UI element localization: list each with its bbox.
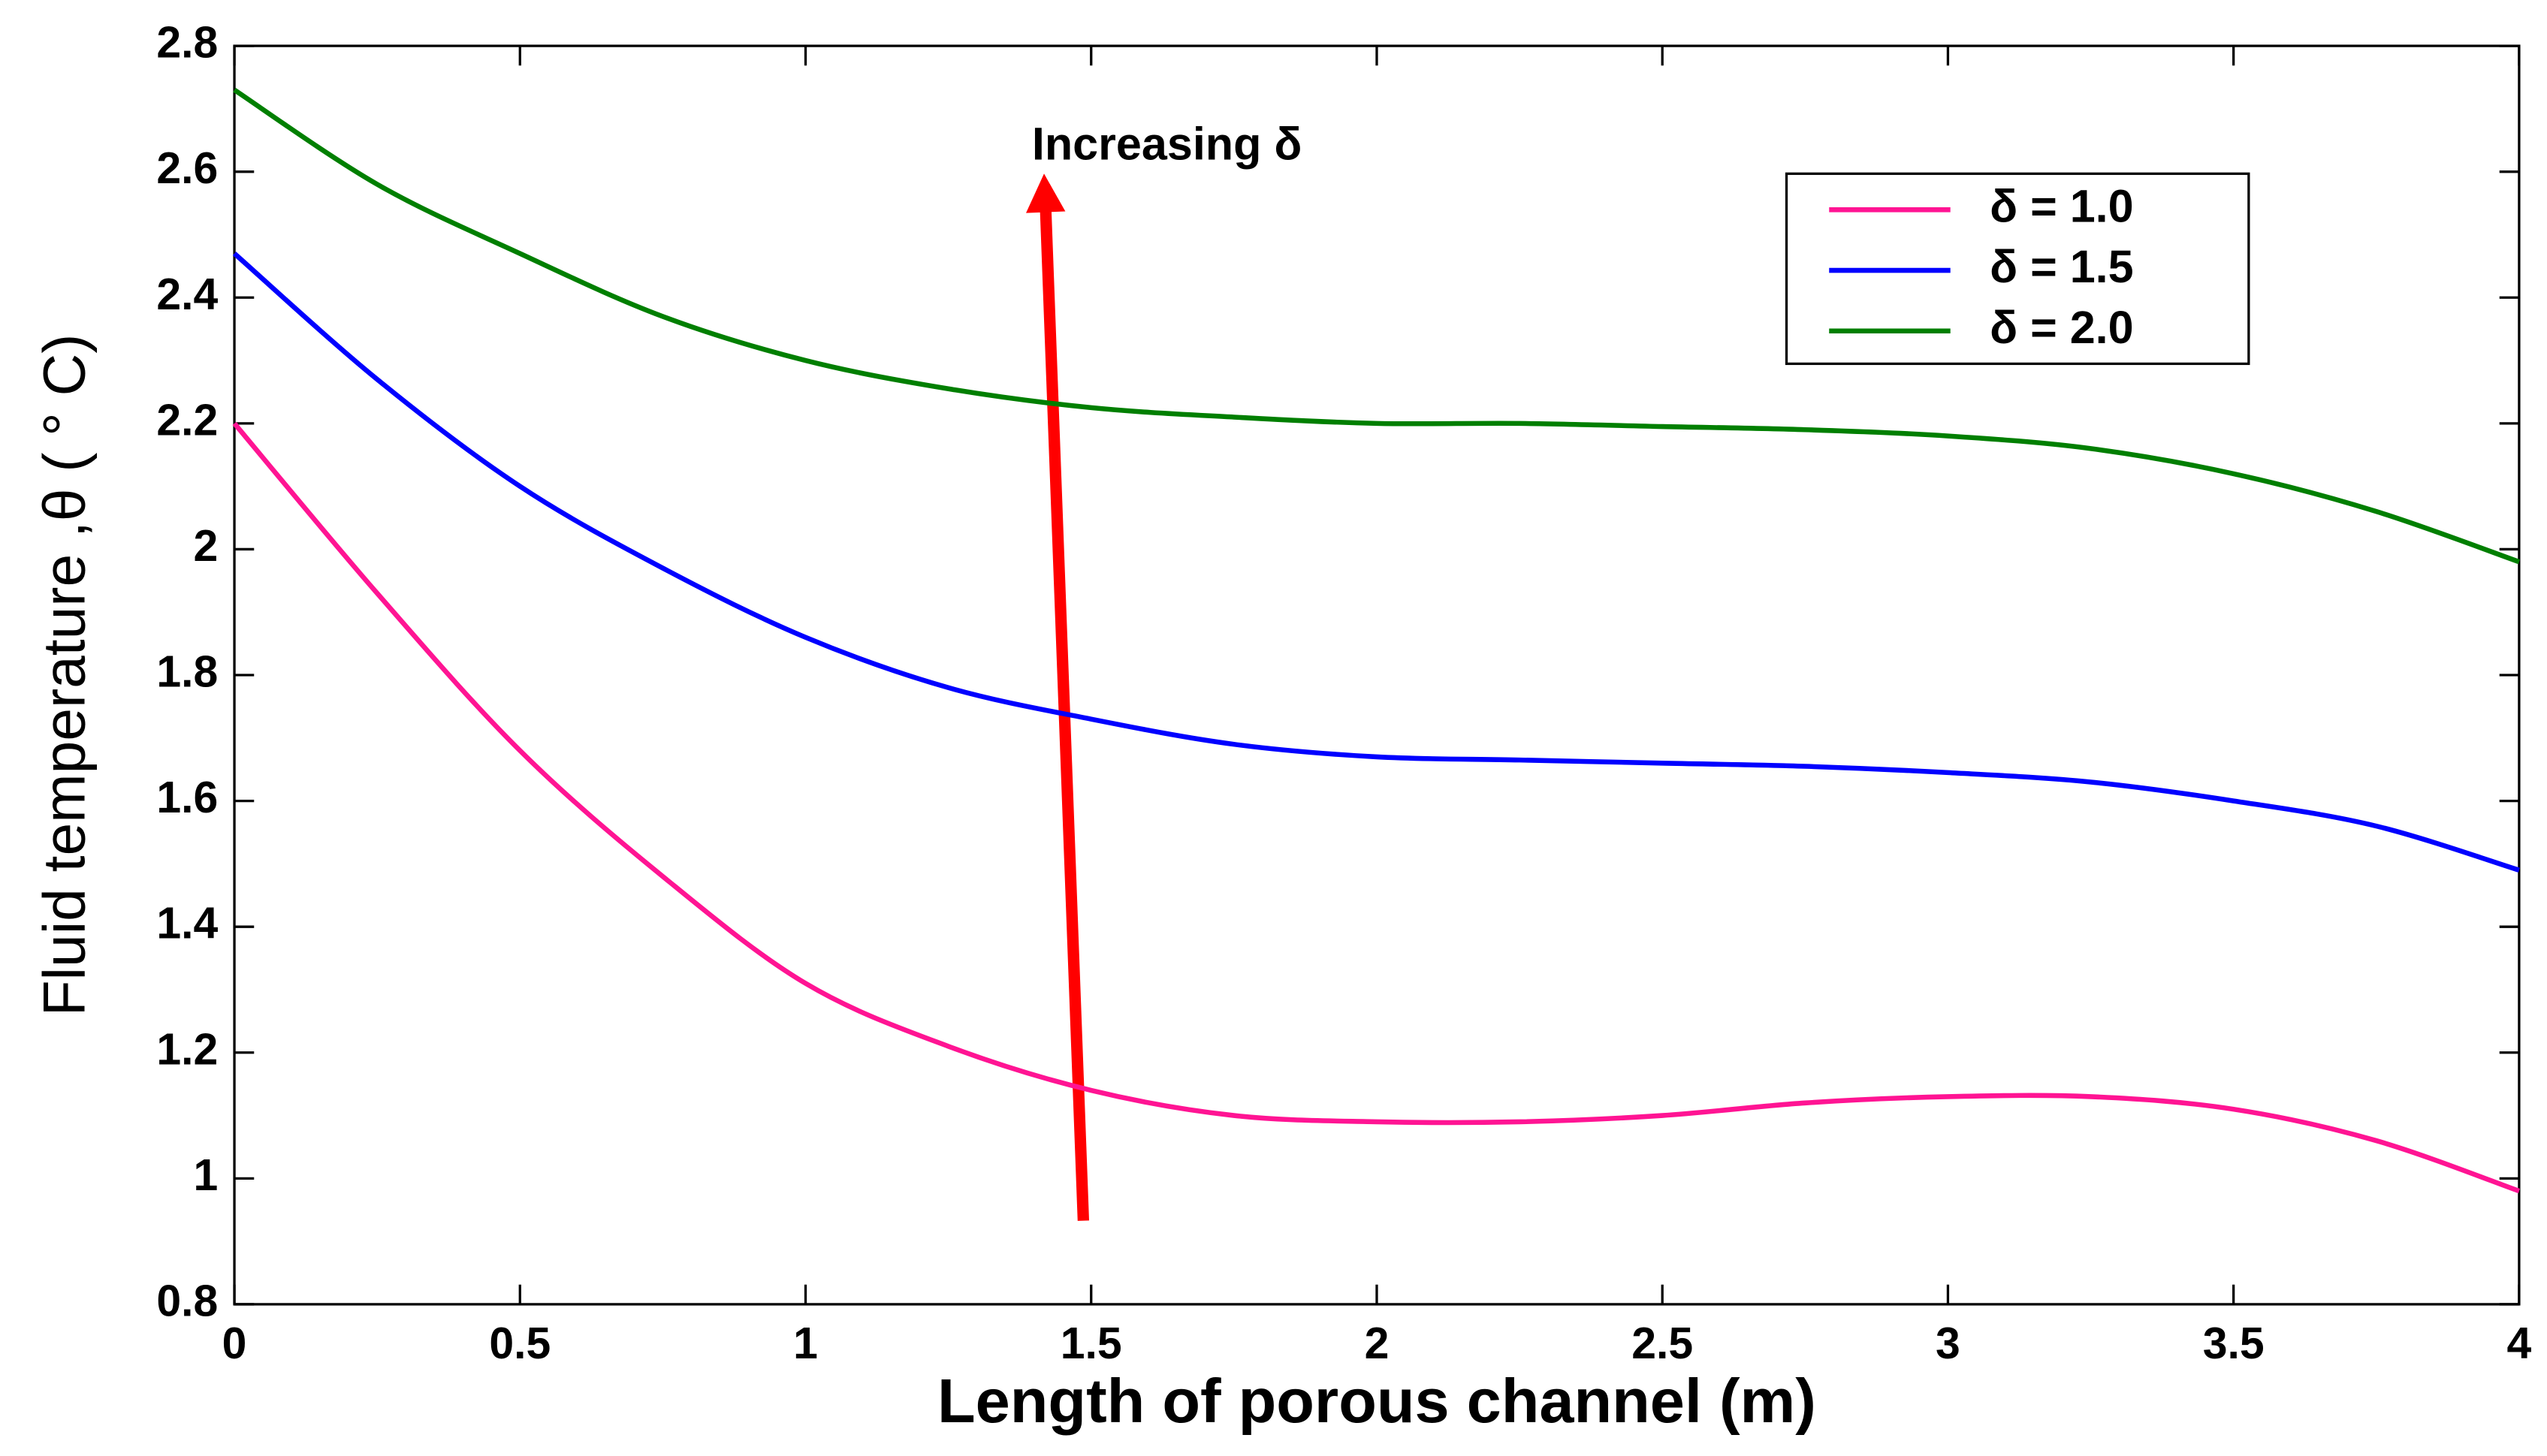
y-tick-label: 1 xyxy=(193,1151,218,1200)
y-tick-label: 2.8 xyxy=(156,19,218,68)
legend-label: δ = 1.0 xyxy=(1990,180,2134,231)
legend-label: δ = 2.0 xyxy=(1990,302,2134,353)
y-tick-label: 2.2 xyxy=(156,396,218,445)
y-tick-label: 2.4 xyxy=(156,270,218,319)
series-line xyxy=(233,88,2520,565)
x-tick-label: 3 xyxy=(1936,1319,1960,1368)
x-tick-label: 1 xyxy=(793,1319,818,1368)
x-tick-label: 2 xyxy=(1365,1319,1390,1368)
y-tick-label: 1.2 xyxy=(156,1025,218,1074)
arrow-head xyxy=(1026,173,1066,213)
x-tick-label: 1.5 xyxy=(1061,1319,1122,1368)
y-tick-label: 2.6 xyxy=(156,144,218,193)
y-tick-label: 1.4 xyxy=(156,900,218,948)
y-tick-label: 2 xyxy=(193,522,218,571)
series-line xyxy=(232,252,2520,873)
x-tick-label: 4 xyxy=(2507,1319,2532,1368)
y-tick-label: 0.8 xyxy=(156,1277,218,1326)
x-tick-label: 0.5 xyxy=(489,1319,551,1368)
x-tick-label: 0 xyxy=(222,1319,247,1368)
legend-label: δ = 1.5 xyxy=(1990,241,2134,292)
annotation: Increasing δ xyxy=(1032,119,1302,170)
y-tick-label: 1.6 xyxy=(156,773,218,822)
series-line xyxy=(232,421,2520,1194)
x-axis-label: Length of porous channel (m) xyxy=(937,1366,1816,1436)
y-tick-label: 1.8 xyxy=(156,648,218,697)
x-tick-label: 2.5 xyxy=(1631,1319,1693,1368)
y-axis-label: Fluid temperature ,θ ( ° C) xyxy=(31,334,97,1017)
x-tick-label: 3.5 xyxy=(2203,1319,2265,1368)
